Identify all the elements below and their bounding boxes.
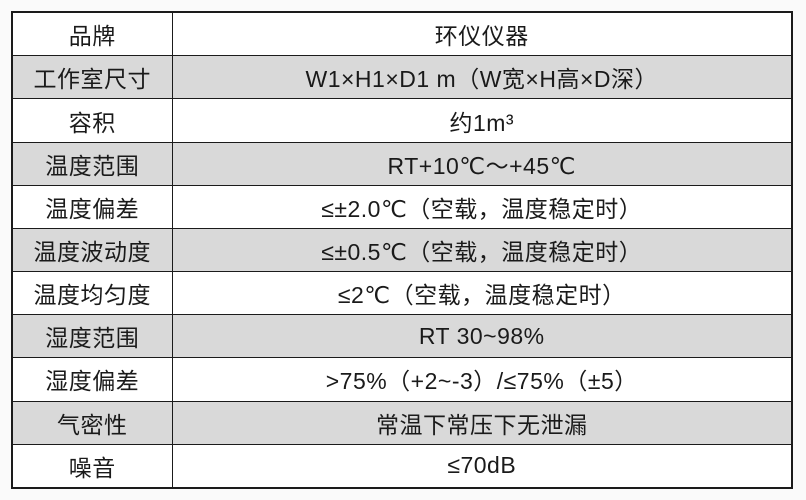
spec-label-cell: 噪音 xyxy=(11,443,173,489)
spec-value-cell: ≤70dB xyxy=(171,443,793,489)
spec-table-container: 品牌 环仪仪器 工作室尺寸 W1×H1×D1 m（W宽×H高×D深） 容积 约1… xyxy=(11,11,793,489)
table-row: 噪音 ≤70dB xyxy=(11,443,793,489)
spec-label-cell: 湿度范围 xyxy=(11,314,173,359)
spec-value-cell: 环仪仪器 xyxy=(171,11,793,57)
table-row: 湿度范围 RT 30~98% xyxy=(11,314,793,359)
spec-value-cell: 常温下常压下无泄漏 xyxy=(171,400,793,445)
spec-value-cell: 约1m³ xyxy=(171,98,793,143)
table-row: 湿度偏差 >75%（+2~-3）/≤75%（±5） xyxy=(11,357,793,402)
spec-label-cell: 品牌 xyxy=(11,11,173,57)
table-row: 工作室尺寸 W1×H1×D1 m（W宽×H高×D深） xyxy=(11,55,793,100)
table-row: 温度均匀度 ≤2℃（空载，温度稳定时） xyxy=(11,271,793,316)
spec-label-cell: 气密性 xyxy=(11,400,173,445)
spec-label-cell: 湿度偏差 xyxy=(11,357,173,402)
spec-value-cell: ≤±0.5℃（空载，温度稳定时） xyxy=(171,227,793,273)
spec-label-cell: 容积 xyxy=(11,98,173,143)
spec-value-cell: RT 30~98% xyxy=(171,314,793,359)
spec-value-cell: ≤±2.0℃（空载，温度稳定时） xyxy=(171,184,793,229)
spec-table: 品牌 环仪仪器 工作室尺寸 W1×H1×D1 m（W宽×H高×D深） 容积 约1… xyxy=(11,11,793,489)
table-row: 容积 约1m³ xyxy=(11,98,793,143)
spec-value-cell: >75%（+2~-3）/≤75%（±5） xyxy=(171,357,793,402)
spec-label-cell: 温度范围 xyxy=(11,141,173,186)
spec-value-cell: RT+10℃～+45℃ xyxy=(171,141,793,186)
spec-label-cell: 工作室尺寸 xyxy=(11,55,173,100)
table-row: 温度偏差 ≤±2.0℃（空载，温度稳定时） xyxy=(11,184,793,229)
table-row: 品牌 环仪仪器 xyxy=(11,11,793,57)
spec-label-cell: 温度偏差 xyxy=(11,184,173,229)
spec-label-cell: 温度均匀度 xyxy=(11,271,173,316)
table-row: 温度波动度 ≤±0.5℃（空载，温度稳定时） xyxy=(11,227,793,273)
spec-label-cell: 温度波动度 xyxy=(11,227,173,273)
spec-table-body: 品牌 环仪仪器 工作室尺寸 W1×H1×D1 m（W宽×H高×D深） 容积 约1… xyxy=(11,11,793,489)
spec-value-cell: W1×H1×D1 m（W宽×H高×D深） xyxy=(171,55,793,100)
table-row: 气密性 常温下常压下无泄漏 xyxy=(11,400,793,445)
table-row: 温度范围 RT+10℃～+45℃ xyxy=(11,141,793,186)
spec-value-cell: ≤2℃（空载，温度稳定时） xyxy=(171,271,793,316)
